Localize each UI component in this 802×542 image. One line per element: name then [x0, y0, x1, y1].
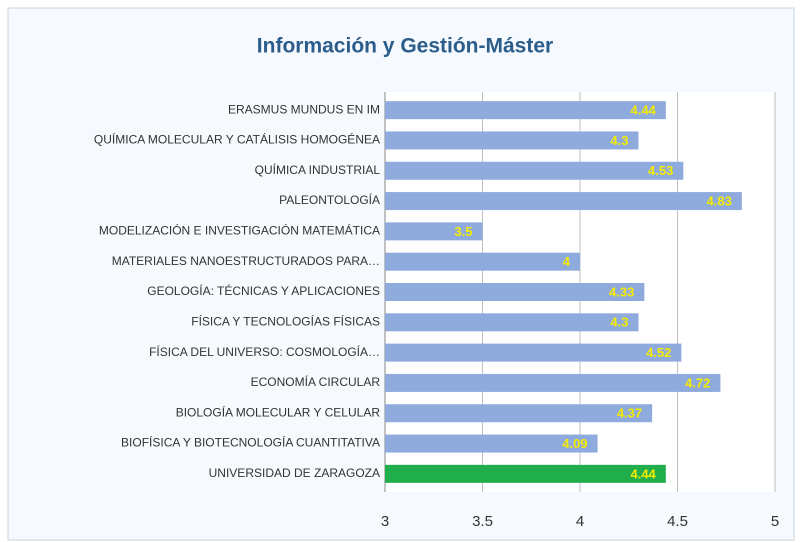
y-tick-label: MATERIALES NANOESTRUCTURADOS PARA… — [112, 254, 380, 268]
x-tick-label: 3.5 — [472, 513, 493, 530]
value-label: 4.33 — [609, 284, 634, 299]
x-tick-label: 4.5 — [667, 513, 688, 530]
bar — [385, 222, 483, 241]
bar — [385, 252, 580, 271]
value-label: 4.83 — [707, 194, 732, 209]
bar — [385, 343, 682, 362]
value-label: 4.37 — [617, 406, 642, 421]
bar — [385, 101, 666, 120]
y-tick-label: MODELIZACIÓN E INVESTIGACIÓN MATEMÁTICA — [99, 223, 380, 238]
value-label: 3.5 — [454, 224, 472, 239]
bar — [385, 192, 742, 211]
bar — [385, 373, 721, 392]
value-label: 4.44 — [630, 466, 656, 481]
y-tick-label: ECONOMÍA CIRCULAR — [251, 374, 381, 389]
y-tick-label: FÍSICA DEL UNIVERSO: COSMOLOGÍA… — [149, 344, 380, 359]
bar — [385, 313, 639, 332]
bar — [385, 161, 684, 180]
bar — [385, 464, 666, 483]
bar — [385, 283, 645, 301]
value-label: 4.3 — [610, 133, 628, 148]
value-label: 4.72 — [685, 375, 710, 390]
x-tick-label: 4 — [576, 513, 584, 530]
x-tick-label: 5 — [771, 513, 779, 530]
value-label: 4.09 — [562, 436, 587, 451]
y-tick-label: ERASMUS MUNDUS EN IM — [228, 102, 380, 116]
y-tick-label: QUÍMICA INDUSTRIAL — [255, 162, 381, 177]
value-label: 4.53 — [648, 163, 673, 178]
y-tick-label: PALEONTOLOGÍA — [279, 192, 380, 207]
y-tick-label: GEOLOGÍA: TÉCNICAS Y APLICACIONES — [147, 283, 380, 298]
bar — [385, 131, 639, 150]
bar — [385, 404, 653, 423]
value-label: 4 — [563, 254, 571, 269]
y-tick-label: QUÍMICA MOLECULAR Y CATÁLISIS HOMOGÉNEA — [94, 132, 380, 147]
y-tick-label: BIOFÍSICA Y BIOTECNOLOGÍA CUANTITATIVA — [121, 435, 380, 450]
x-tick-label: 3 — [381, 513, 389, 530]
value-label: 4.52 — [646, 345, 671, 360]
y-tick-label: FÍSICA Y TECNOLOGÍAS FÍSICAS — [191, 313, 380, 328]
value-label: 4.44 — [630, 103, 656, 118]
chart-title: Información y Gestión-Máster — [257, 35, 553, 58]
value-label: 4.3 — [610, 315, 628, 330]
y-tick-label: UNIVERSIDAD DE ZARAGOZA — [209, 466, 380, 480]
y-tick-label: BIOLOGÍA MOLECULAR Y CELULAR — [176, 404, 381, 419]
bar — [385, 434, 598, 453]
